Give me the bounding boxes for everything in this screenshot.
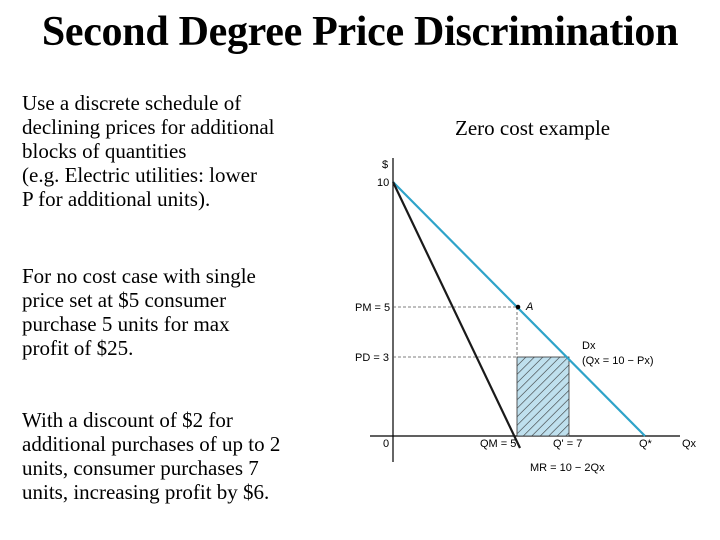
text-line: For no cost case with single — [22, 264, 256, 288]
qstar-label: Q* — [639, 438, 653, 450]
text-line: blocks of quantities — [22, 139, 187, 163]
demand-label: Dx — [582, 340, 596, 352]
text-line: profit of $25. — [22, 336, 134, 360]
extra-profit-region — [516, 356, 570, 437]
text-line: price set at $5 consumer — [22, 288, 227, 312]
point-a-label: A — [525, 301, 533, 313]
pd-label: PD = 3 — [355, 352, 389, 364]
mr-curve — [392, 181, 521, 449]
qprime-label: Q' = 7 — [553, 438, 582, 450]
text-line: units, consumer purchases 7 — [22, 456, 259, 480]
qm-label: QM = 5 — [480, 438, 516, 450]
text-line: purchase 5 units for max — [22, 312, 230, 336]
paragraph-block-schedule: Use a discrete schedule of declining pri… — [22, 91, 322, 211]
text-line: Use a discrete schedule of — [22, 91, 242, 115]
point-a-marker — [515, 304, 521, 310]
y-axis-label: $ — [382, 159, 388, 171]
diagram-title: Zero cost example — [455, 116, 611, 140]
text-line: (e.g. Electric utilities: lower — [22, 163, 257, 187]
paragraph-no-cost-case: For no cost case with single price set a… — [22, 264, 322, 360]
origin-label: 0 — [383, 438, 389, 450]
y-intercept-label: 10 — [377, 177, 389, 189]
text-line: units, increasing profit by $6. — [22, 480, 270, 504]
pm-label: PM = 5 — [355, 302, 390, 314]
text-line: additional purchases of up to 2 — [22, 432, 281, 456]
text-line: declining prices for additional — [22, 115, 275, 139]
text-line: P for additional units). — [22, 187, 211, 211]
text-line: With a discount of $2 for — [22, 408, 233, 432]
paragraph-discount: With a discount of $2 for additional pur… — [22, 408, 322, 504]
page-title: Second Degree Price Discrimination — [41, 9, 679, 55]
x-axis-label: Qx — [682, 438, 697, 450]
mr-equation: MR = 10 − 2Qx — [530, 462, 605, 474]
demand-equation: (Qx = 10 − Px) — [582, 355, 654, 367]
